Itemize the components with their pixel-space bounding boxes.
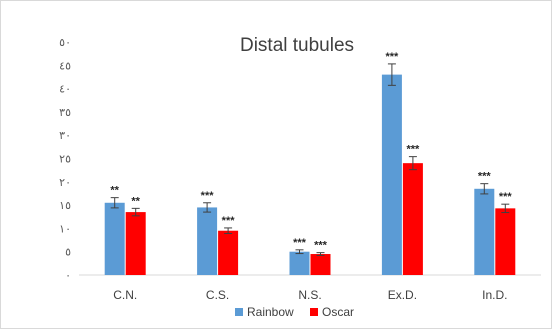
y-tick-label: ٤٥ (59, 60, 71, 72)
chart-title: Distal tubules (240, 35, 354, 56)
bar-rainbow (289, 251, 310, 275)
x-category-label: C.N. (113, 288, 137, 302)
y-tick-label: ٠ (65, 270, 71, 282)
bar-rainbow (381, 74, 402, 276)
y-tick-label: ٤٠ (59, 84, 71, 96)
bar-oscar (402, 163, 423, 275)
y-axis-ticks: ٠ ٥ ١٠ ١٥ ٢٠ ٢٥ ٣٠ ٣٥ ٤٠ ٤٥ ٥٠ (59, 37, 71, 282)
y-tick-label: ٣٥ (59, 107, 71, 119)
y-tick-label: ٢٥ (59, 154, 71, 166)
x-category-label: N.S. (298, 288, 321, 302)
significance-label: *** (314, 240, 328, 252)
x-category-label: C.S. (206, 288, 229, 302)
significance-label: *** (222, 215, 236, 227)
x-category-label: In.D. (482, 288, 507, 302)
legend: Rainbow Oscar (235, 305, 354, 319)
significance-label: ** (110, 185, 119, 197)
legend-label: Rainbow (247, 305, 294, 319)
x-axis-categories: C.N. C.S. N.S. Ex.D. In.D. (113, 288, 507, 302)
bar-oscar (310, 254, 331, 275)
bar-rainbow (474, 188, 495, 275)
bar-rainbow (104, 202, 125, 275)
significance-label: *** (478, 171, 492, 183)
bar-oscar (495, 208, 516, 275)
significance-label: *** (499, 191, 513, 203)
significance-label: ** (131, 195, 140, 207)
bar-series-group: **** ********* *************** (104, 51, 516, 276)
legend-swatch (310, 308, 318, 316)
y-tick-label: ٥٠ (59, 37, 71, 49)
legend-swatch (235, 308, 243, 316)
y-tick-label: ١٥ (59, 200, 71, 212)
significance-label: *** (201, 190, 215, 202)
y-tick-label: ١٠ (59, 223, 71, 235)
y-tick-label: ٥ (65, 247, 71, 259)
legend-label: Oscar (322, 305, 354, 319)
y-tick-label: ٢٠ (59, 177, 71, 189)
significance-label: *** (406, 144, 420, 156)
significance-label: *** (293, 237, 307, 249)
x-category-label: Ex.D. (388, 288, 417, 302)
bar-rainbow (197, 207, 218, 275)
y-tick-label: ٣٠ (59, 130, 71, 142)
bar-oscar (125, 212, 146, 275)
significance-label: *** (385, 51, 399, 63)
bar-oscar (218, 230, 239, 275)
